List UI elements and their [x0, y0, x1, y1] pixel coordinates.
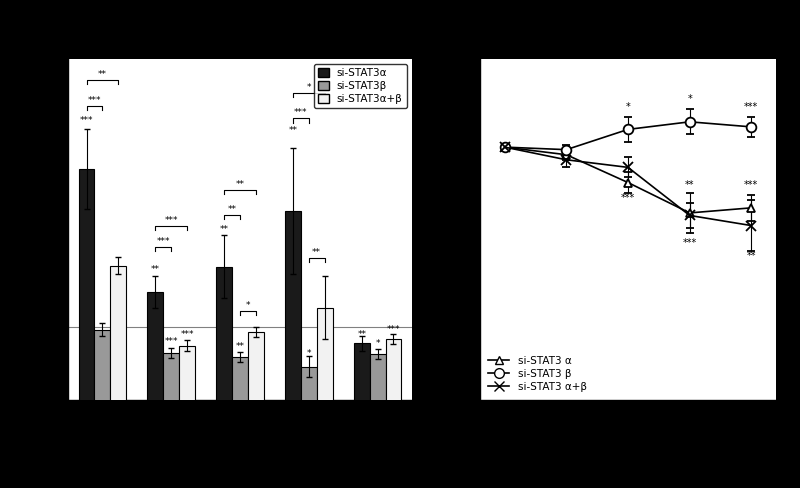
Text: *: * [626, 102, 630, 112]
Bar [78, 169, 94, 432]
Text: ***: *** [294, 108, 308, 118]
Text: **: ** [227, 205, 237, 214]
Text: B: B [430, 45, 443, 63]
Text: **: ** [685, 180, 694, 190]
Bar [216, 266, 232, 432]
Text: ***: *** [80, 116, 94, 125]
Text: *: * [375, 339, 380, 347]
Bar [110, 265, 126, 432]
Text: ***: *** [88, 96, 102, 105]
Bar [163, 353, 179, 432]
Text: ***: *** [744, 180, 758, 190]
Y-axis label: Relative mRNA expression: Relative mRNA expression [22, 147, 35, 312]
Bar [248, 332, 264, 432]
Text: **: ** [235, 342, 245, 351]
Text: *: * [246, 301, 250, 310]
Legend: si-STAT3 α, si-STAT3 β, si-STAT3 α+β: si-STAT3 α, si-STAT3 β, si-STAT3 α+β [486, 352, 590, 395]
Text: *: * [306, 83, 311, 92]
Bar [179, 346, 195, 432]
Bar [285, 211, 301, 432]
Bar [317, 307, 333, 432]
Text: *: * [306, 349, 311, 358]
Text: **: ** [235, 180, 245, 189]
Text: **: ** [312, 248, 322, 257]
Text: ***: *** [744, 102, 758, 112]
Text: ***: *** [682, 238, 697, 248]
Text: A: A [20, 45, 34, 63]
Text: **: ** [220, 225, 229, 234]
Bar [94, 330, 110, 432]
Text: ***: *** [165, 216, 178, 224]
Text: **: ** [151, 265, 160, 274]
Bar [354, 344, 370, 432]
Legend: si-STAT3α, si-STAT3β, si-STAT3α+β: si-STAT3α, si-STAT3β, si-STAT3α+β [314, 64, 406, 108]
Text: ***: *** [157, 237, 170, 245]
Text: **: ** [746, 251, 756, 261]
Text: ***: *** [180, 330, 194, 339]
Text: ***: *** [386, 325, 400, 334]
Text: **: ** [98, 69, 107, 79]
Text: *: * [687, 94, 692, 104]
Text: **: ** [289, 126, 298, 135]
Text: **: ** [358, 330, 366, 339]
Bar [301, 366, 317, 432]
Bar [386, 339, 402, 432]
Bar [232, 357, 248, 432]
Y-axis label: Cell viability (%): Cell viability (%) [430, 178, 443, 281]
Bar [370, 354, 386, 432]
Text: ***: *** [621, 193, 635, 203]
Text: ***: *** [165, 337, 178, 346]
Bar [147, 292, 163, 432]
